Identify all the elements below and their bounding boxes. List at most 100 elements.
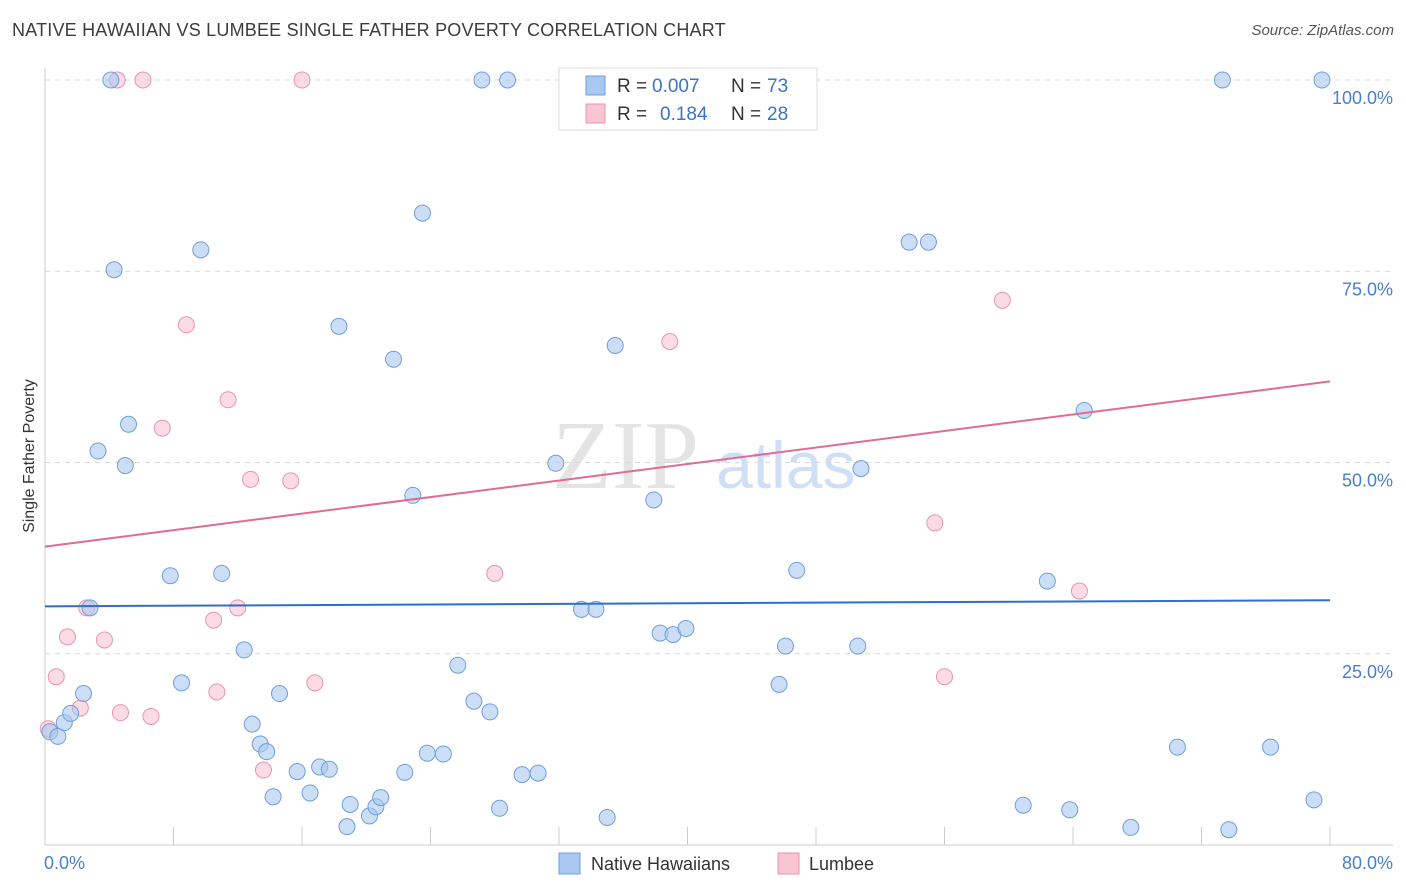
lumbee-point — [486, 564, 504, 582]
native-hawaiians-point — [341, 795, 359, 813]
native-hawaiians-point — [1305, 791, 1323, 809]
native-hawaiians-point — [1014, 796, 1032, 814]
native-hawaiians-point — [105, 261, 123, 279]
native-hawaiians-point — [75, 685, 93, 703]
lumbee-point — [993, 291, 1011, 309]
native-hawaiians-point — [396, 763, 414, 781]
legend-n-label: N = — [731, 76, 761, 97]
native-hawaiians-point — [372, 789, 390, 807]
lumbee-point — [111, 704, 129, 722]
legend-n-value: 28 — [767, 104, 788, 125]
native-hawaiians-point — [62, 704, 80, 722]
native-hawaiians-point — [330, 317, 348, 335]
native-hawaiians-point — [49, 727, 67, 745]
legend-r-label: R = — [617, 104, 647, 125]
lumbee-point — [936, 668, 953, 686]
x-tick-label-min: 0.0% — [44, 853, 85, 873]
native-hawaiians-point — [413, 204, 431, 222]
native-hawaiians-point — [491, 799, 509, 817]
lumbee-point — [254, 761, 272, 779]
lumbee-point — [926, 514, 944, 532]
native-hawaiians-point — [161, 567, 179, 585]
y-axis-label: Single Father Poverty — [21, 379, 38, 533]
series-swatch-lumbee — [777, 852, 800, 875]
trend-lines — [44, 380, 1331, 608]
native-hawaiians-point — [338, 818, 356, 836]
lumbee-point — [47, 668, 65, 686]
native-hawaiians-point — [465, 692, 483, 710]
native-hawaiians-point — [235, 641, 253, 659]
native-hawaiians-point — [1061, 801, 1079, 819]
lumbee-point — [95, 631, 113, 649]
lumbee-point — [205, 611, 223, 629]
y-tick-label: 50.0% — [1342, 471, 1393, 491]
native-hawaiians-point — [449, 656, 467, 674]
native-hawaiians-point — [645, 491, 663, 509]
legend-n-value: 73 — [767, 76, 788, 97]
legend-swatch-pink — [585, 103, 606, 124]
lumbee-trend-line — [44, 380, 1331, 548]
native-hawaiians-point — [1213, 71, 1231, 89]
lumbee-point — [208, 683, 226, 701]
lumbee-point — [177, 316, 195, 334]
native-hawaiians-point — [587, 600, 605, 618]
series-label-native-hawaiians: Native Hawaiians — [591, 854, 730, 874]
native-hawaiians-point — [900, 233, 918, 251]
native-hawaiians-point — [213, 564, 231, 582]
native-hawaiians-point — [116, 457, 134, 475]
legend-r-value: 0.007 — [652, 76, 700, 97]
native-hawaiians-point — [919, 233, 937, 251]
y-tick-label: 25.0% — [1342, 662, 1393, 682]
source-credit: Source: ZipAtlas.com — [1251, 22, 1394, 39]
native-hawaiians-point — [434, 745, 452, 763]
native-hawaiians-point — [385, 350, 403, 368]
native-hawaiians-point — [1313, 71, 1331, 89]
native-hawaiians-point — [849, 637, 867, 655]
lumbee-point — [293, 71, 311, 89]
native-hawaiians-point — [192, 241, 210, 259]
gridlines — [45, 79, 1393, 655]
series-legend: Native Hawaiians Lumbee — [558, 852, 874, 875]
native-hawaiians-point — [288, 763, 306, 781]
lumbee-point — [153, 419, 171, 437]
legend-r-value: 0.184 — [660, 104, 708, 125]
chart-title: NATIVE HAWAIIAN VS LUMBEE SINGLE FATHER … — [12, 20, 726, 40]
native-hawaiians-point — [173, 674, 191, 692]
native-hawaiians-trend-line — [44, 599, 1331, 608]
lumbee-point — [282, 472, 300, 490]
data-points — [39, 71, 1331, 839]
native-hawaiians-point — [1038, 572, 1056, 590]
native-hawaiians-point — [852, 460, 870, 478]
native-hawaiians-point — [606, 336, 624, 354]
lumbee-point — [242, 470, 260, 488]
watermark-zip: ZIP — [552, 402, 699, 510]
native-hawaiians-point — [513, 766, 531, 784]
native-hawaiians-point — [81, 599, 99, 617]
native-hawaiians-point — [598, 808, 616, 826]
native-hawaiians-point — [271, 685, 289, 703]
legend-r-label: R = — [617, 76, 647, 97]
native-hawaiians-point — [529, 764, 547, 782]
native-hawaiians-point — [1075, 401, 1093, 419]
lumbee-point — [661, 333, 679, 351]
series-swatch-native-hawaiians — [558, 852, 581, 875]
lumbee-point — [1070, 582, 1088, 600]
lumbee-point — [142, 707, 160, 725]
lumbee-point — [229, 599, 247, 617]
native-hawaiians-point — [788, 561, 806, 579]
native-hawaiians-point — [320, 760, 338, 778]
native-hawaiians-point — [481, 703, 499, 721]
native-hawaiians-point — [677, 620, 695, 638]
series-label-lumbee: Lumbee — [809, 854, 874, 874]
native-hawaiians-point — [1262, 738, 1280, 756]
lumbee-point — [219, 391, 237, 409]
axes — [44, 68, 1393, 846]
native-hawaiians-point — [418, 744, 436, 762]
native-hawaiians-point — [776, 637, 794, 655]
watermark-atlas: atlas — [716, 428, 855, 502]
native-hawaiians-point — [102, 71, 120, 89]
native-hawaiians-point — [770, 675, 788, 693]
native-hawaiians-point — [499, 71, 517, 89]
native-hawaiians-point — [301, 784, 319, 802]
